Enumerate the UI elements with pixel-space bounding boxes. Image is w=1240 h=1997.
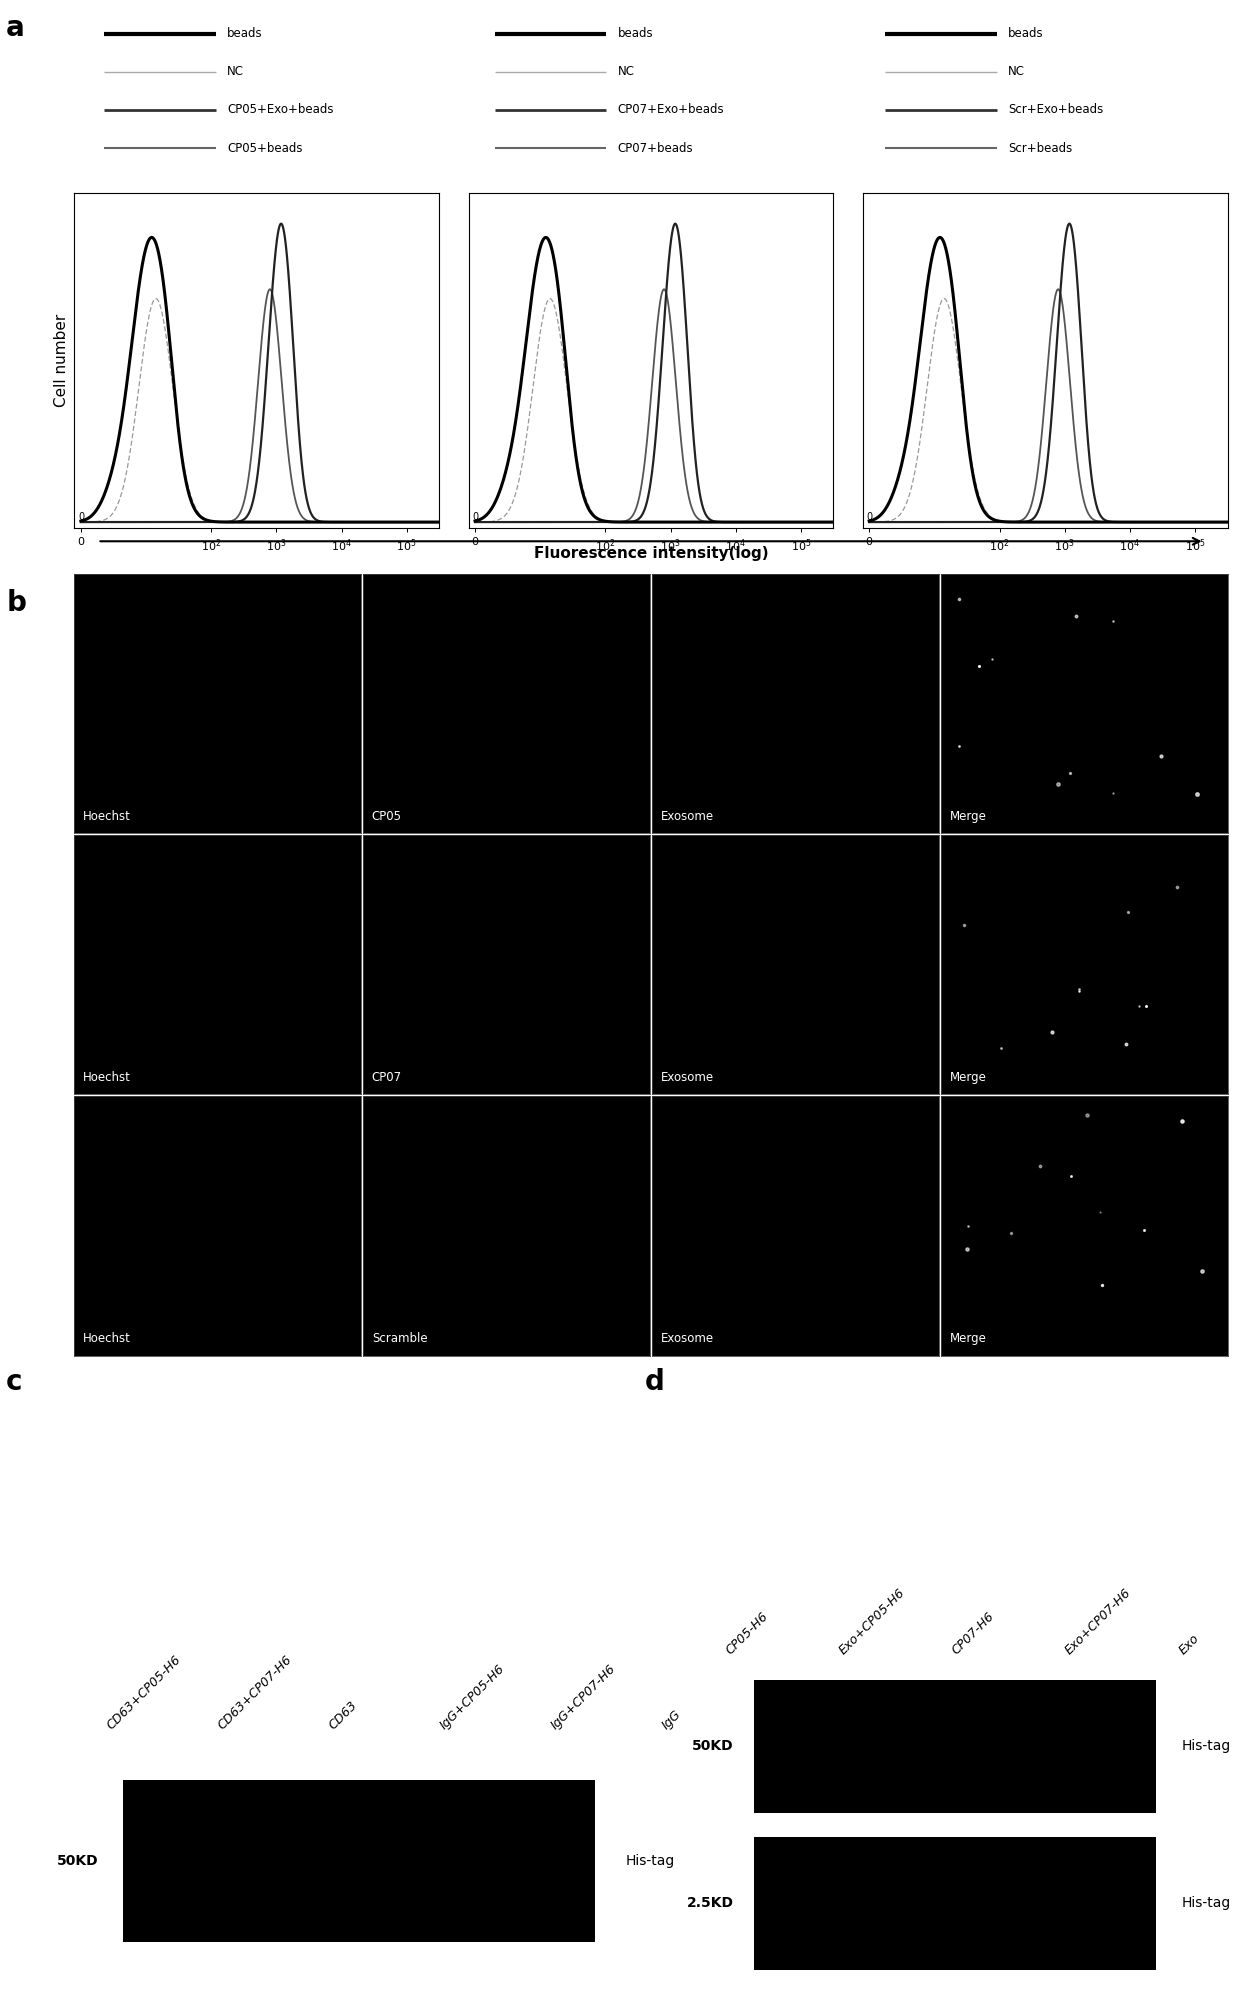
Text: CP07+beads: CP07+beads [618, 142, 693, 154]
Text: IgG: IgG [660, 1707, 683, 1731]
Text: NC: NC [618, 66, 635, 78]
Text: NC: NC [227, 66, 244, 78]
Text: CP05+Exo+beads: CP05+Exo+beads [227, 104, 334, 116]
Text: b: b [6, 589, 26, 617]
Y-axis label: Cell number: Cell number [53, 314, 69, 407]
Bar [754, 1679, 1156, 1813]
Text: CD63+CP05-H6: CD63+CP05-H6 [104, 1654, 184, 1731]
Text: d: d [645, 1368, 665, 1396]
Text: CP05+beads: CP05+beads [227, 142, 303, 154]
Text: 0: 0 [472, 511, 479, 521]
Text: CP05-H6: CP05-H6 [723, 1610, 771, 1658]
Text: IgG+CP05-H6: IgG+CP05-H6 [438, 1662, 507, 1731]
Text: 2.5KD: 2.5KD [687, 1897, 734, 1911]
Text: Hoechst: Hoechst [83, 1070, 131, 1084]
Text: CD63: CD63 [326, 1697, 360, 1731]
Bar [123, 1779, 595, 1943]
Text: IgG+CP07-H6: IgG+CP07-H6 [548, 1662, 619, 1731]
Text: Exosome: Exosome [661, 809, 714, 823]
Text: Exo: Exo [1177, 1632, 1202, 1658]
Text: Hoechst: Hoechst [83, 809, 131, 823]
Text: NC: NC [1008, 66, 1025, 78]
Text: Exo+CP05-H6: Exo+CP05-H6 [837, 1586, 908, 1658]
Text: 0: 0 [867, 511, 873, 521]
Text: 0: 0 [78, 511, 84, 521]
Text: Merge: Merge [950, 1070, 987, 1084]
Text: CP05: CP05 [372, 809, 402, 823]
Text: Scr+Exo+beads: Scr+Exo+beads [1008, 104, 1104, 116]
Text: CP07+Exo+beads: CP07+Exo+beads [618, 104, 724, 116]
Text: Exosome: Exosome [661, 1070, 714, 1084]
Text: His-tag: His-tag [1182, 1897, 1230, 1911]
Text: Scramble: Scramble [372, 1332, 428, 1346]
Text: a: a [6, 14, 25, 42]
Text: Hoechst: Hoechst [83, 1332, 131, 1346]
Text: CP07: CP07 [372, 1070, 402, 1084]
Text: beads: beads [1008, 28, 1044, 40]
Text: 50KD: 50KD [57, 1853, 99, 1869]
Text: Exo+CP07-H6: Exo+CP07-H6 [1063, 1586, 1135, 1658]
Text: His-tag: His-tag [1182, 1739, 1230, 1753]
Text: 50KD: 50KD [692, 1739, 734, 1753]
Text: Fluorescence intensity(log): Fluorescence intensity(log) [533, 545, 769, 561]
Text: beads: beads [227, 28, 263, 40]
Text: His-tag: His-tag [625, 1853, 675, 1869]
Text: CP07-H6: CP07-H6 [950, 1610, 997, 1658]
Text: CD63+CP07-H6: CD63+CP07-H6 [216, 1654, 295, 1731]
Text: Scr+beads: Scr+beads [1008, 142, 1073, 154]
Text: Exosome: Exosome [661, 1332, 714, 1346]
Text: Merge: Merge [950, 1332, 987, 1346]
Bar [754, 1837, 1156, 1969]
Text: beads: beads [618, 28, 653, 40]
Text: c: c [6, 1368, 22, 1396]
Text: Merge: Merge [950, 809, 987, 823]
